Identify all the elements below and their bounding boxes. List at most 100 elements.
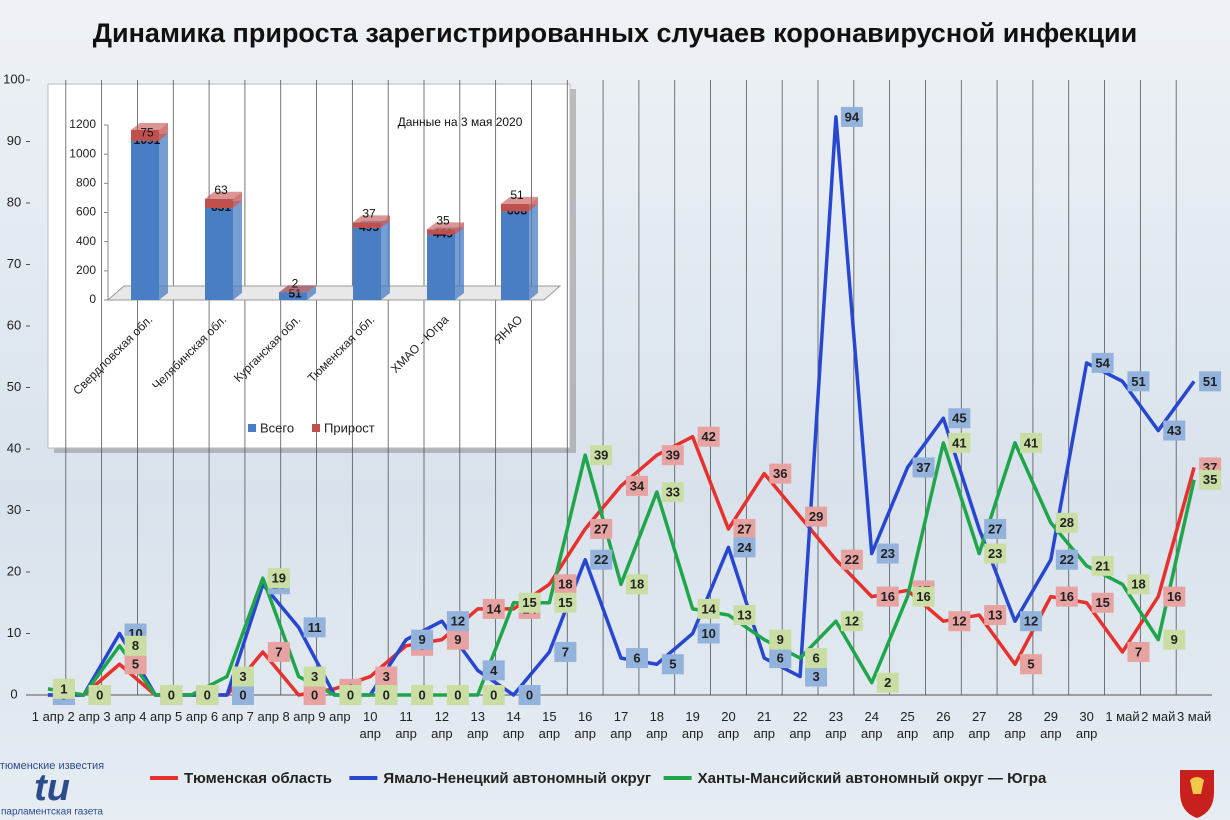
floor <box>106 285 562 301</box>
data-label: 5 <box>132 657 139 672</box>
data-label-box <box>626 648 648 669</box>
data-label: 9 <box>777 632 784 647</box>
y-tick-label: 200 <box>76 263 96 277</box>
data-label-box <box>876 543 899 564</box>
data-label-box <box>1127 641 1150 662</box>
data-label: 45 <box>952 411 966 426</box>
data-label: 0 <box>96 687 103 702</box>
bar-top <box>501 196 538 204</box>
x-tick-label: 27 апр <box>968 709 990 741</box>
data-label: 34 <box>630 478 645 493</box>
y-tick-label: 1000 <box>69 146 96 160</box>
bar-side <box>455 227 464 300</box>
data-label-box <box>697 426 720 447</box>
x-tick-label: 29 апр <box>1040 709 1062 741</box>
data-label-box <box>840 549 863 570</box>
data-label-box <box>840 106 863 127</box>
data-label-box <box>876 586 899 607</box>
y-tick-label: 400 <box>76 234 96 248</box>
y-tick-label: 50 <box>7 379 21 394</box>
data-label-box <box>1020 611 1042 632</box>
data-label: 16 <box>1060 589 1074 604</box>
data-label: 33 <box>666 484 680 499</box>
data-label: 36 <box>773 466 787 481</box>
y-tick-label: 30 <box>7 502 21 517</box>
data-label: 7 <box>275 644 282 659</box>
data-label-box <box>948 611 971 632</box>
data-label: 39 <box>594 448 608 463</box>
data-label-box <box>984 543 1007 564</box>
data-label-box <box>733 518 756 539</box>
data-label: 27 <box>737 521 751 536</box>
data-label: 23 <box>988 546 1002 561</box>
data-label-box <box>303 685 326 705</box>
data-label: 13 <box>988 607 1002 622</box>
data-label-box <box>590 445 613 466</box>
data-label: 51 <box>1131 374 1145 389</box>
data-label: 0 <box>490 687 497 702</box>
data-label-box <box>1163 420 1186 441</box>
data-label: 27 <box>988 521 1002 536</box>
data-label: 35 <box>1203 472 1217 487</box>
data-label: 75 <box>140 126 154 140</box>
legend-swatch <box>248 424 256 432</box>
y-tick-label: 0 <box>89 292 96 306</box>
data-label: 3 <box>311 669 318 684</box>
data-label: 14 <box>701 601 716 616</box>
y-tick-label: 90 <box>7 133 21 148</box>
bar-side <box>233 191 242 208</box>
data-label-box <box>518 592 541 613</box>
x-tick-label: 15 апр <box>538 709 561 741</box>
data-label: 3 <box>812 669 819 684</box>
data-label: 16 <box>916 589 930 604</box>
x-tick-label: 14 апр <box>502 709 525 741</box>
data-label-box <box>1127 371 1150 392</box>
data-label-box <box>196 685 219 705</box>
data-label-box <box>411 685 434 705</box>
data-label-box <box>482 660 505 681</box>
data-label: 2 <box>884 675 891 690</box>
bar-top <box>427 222 464 230</box>
data-label: 12 <box>845 614 859 629</box>
x-tick-label: 7 апр <box>246 709 279 724</box>
bar-side <box>233 200 242 300</box>
data-label-box <box>124 635 147 656</box>
bar-segment <box>205 198 233 208</box>
data-label-box <box>626 574 648 595</box>
data-label-box <box>482 685 505 705</box>
y-tick-label: 600 <box>76 205 96 219</box>
data-label-box <box>518 685 541 705</box>
data-label-box <box>88 685 111 705</box>
bar-segment <box>501 211 529 300</box>
series-line <box>47 441 1196 697</box>
data-label-box <box>912 457 935 478</box>
data-label-box <box>339 685 362 705</box>
data-label-box <box>805 666 828 687</box>
x-tick-label: 3 апр <box>103 709 136 724</box>
data-label-box <box>661 482 684 503</box>
x-tick-label: 16 апр <box>574 709 596 741</box>
data-label: 0 <box>311 687 318 702</box>
data-label-box <box>912 586 935 607</box>
x-tick-label: 23 апр <box>825 709 847 741</box>
data-label: 8 <box>132 638 139 653</box>
x-tick-label: 9 апр <box>318 709 351 724</box>
data-label: 39 <box>666 448 680 463</box>
data-label-box <box>482 598 505 619</box>
data-label: 12 <box>952 614 966 629</box>
data-label-box <box>590 518 613 539</box>
data-label: 3 <box>239 669 246 684</box>
data-label: 6 <box>812 651 819 666</box>
legend-label: Всего <box>260 420 294 435</box>
data-label: 15 <box>1095 595 1109 610</box>
bar-segment <box>501 203 529 212</box>
data-label: 9 <box>454 632 461 647</box>
data-label-box <box>1127 574 1150 595</box>
y-tick-label: 10 <box>7 625 21 640</box>
data-label-box <box>769 648 792 669</box>
data-label: 94 <box>845 109 860 124</box>
y-tick-label: 60 <box>7 317 21 332</box>
data-label-box <box>661 654 684 675</box>
x-tick-label: 17 апр <box>610 709 632 741</box>
chart-title: Динамика прироста зарегистрированных слу… <box>93 18 1137 48</box>
